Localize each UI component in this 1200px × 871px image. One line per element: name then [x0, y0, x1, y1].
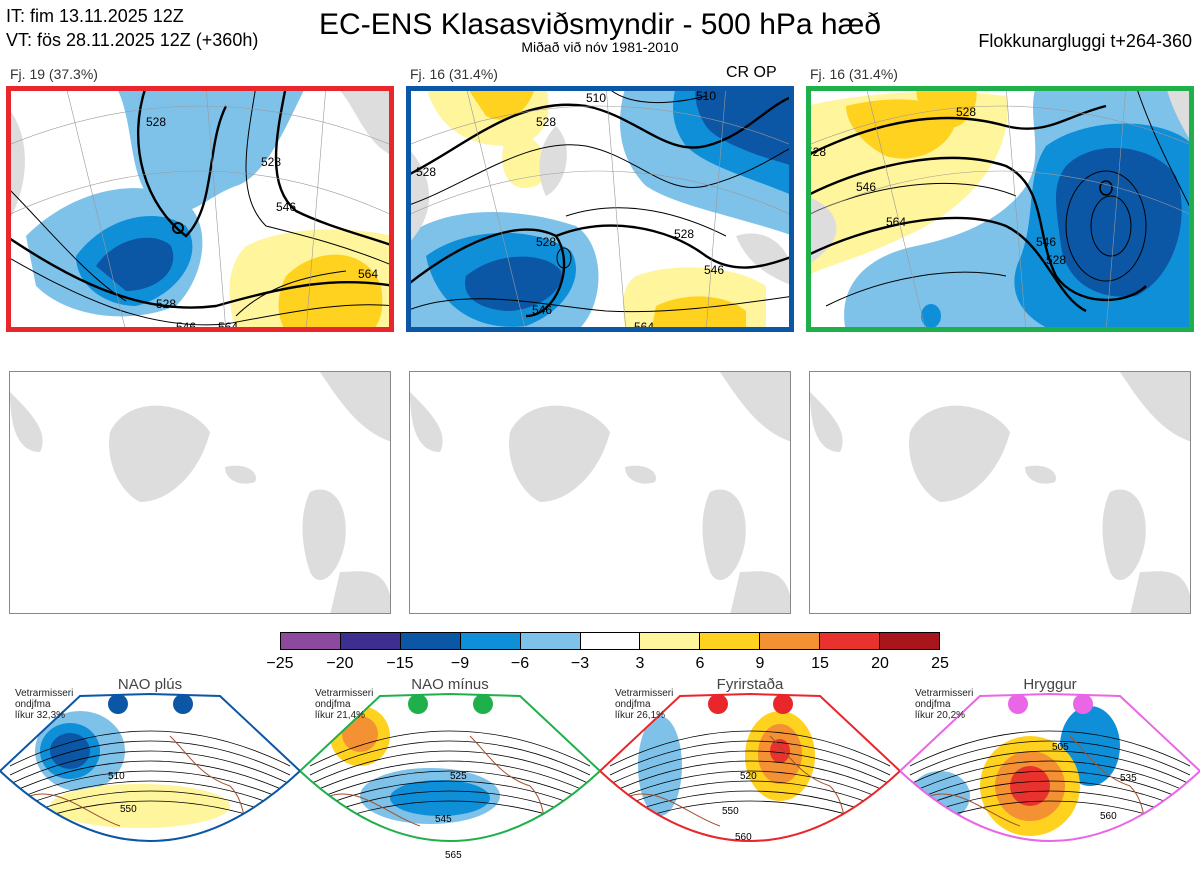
cluster-1-border — [6, 86, 394, 332]
regime-title: NAO mínus — [411, 676, 489, 693]
colorbar — [280, 632, 940, 650]
regime-note-line: Vetrarmisseri — [15, 688, 74, 699]
colorbar-tick-label: −3 — [570, 655, 590, 672]
cluster-1-contour-label: 528 — [261, 155, 281, 169]
regime-note-line: ondjfma — [315, 699, 351, 710]
regime-title: Hryggur — [1023, 676, 1077, 693]
cluster-3-contour-label: 546 — [1036, 235, 1056, 249]
colorbar-tick-label: −20 — [326, 655, 354, 672]
regime-note-line: ondjfma — [915, 699, 951, 710]
cluster-2-label: Fj. 16 (31.4%) — [410, 66, 498, 82]
cluster-2-contour-label: 528 — [536, 115, 556, 129]
regime-note-line: ondjfma — [615, 699, 651, 710]
regime-note-line: líkur 26,1% — [615, 710, 666, 721]
regime-contour-label: 545 — [435, 814, 452, 825]
empty-map-1 — [9, 371, 391, 614]
colorbar-segment — [580, 633, 641, 649]
cluster-3-contour-label: 528 — [806, 145, 826, 159]
cluster-1-label: Fj. 19 (37.3%) — [10, 66, 98, 82]
regime-title: Fyrirstaða — [716, 676, 784, 693]
regime-note-line: líkur 21,4% — [315, 710, 366, 721]
colorbar-segment — [460, 633, 521, 649]
cluster-3-border — [806, 86, 1194, 332]
cluster-3-contour-label: 528 — [1046, 253, 1066, 267]
colorbar-tick-label: −15 — [386, 655, 414, 672]
colorbar-tick-label: 20 — [871, 655, 889, 672]
regime-contour-label: 535 — [1120, 773, 1137, 784]
cluster-2-contour-label: 528 — [674, 227, 694, 241]
empty-map-3 — [809, 371, 1191, 614]
init-time: IT: fim 13.11.2025 12Z — [6, 6, 184, 26]
regime-note-line: Vetrarmisseri — [615, 688, 674, 699]
colorbar-segment — [880, 633, 939, 649]
colorbar-tick-label: 6 — [695, 655, 705, 672]
regime-contour-label: 560 — [735, 832, 752, 843]
colorbar-segment — [400, 633, 461, 649]
cluster-2-contour-label: 546 — [532, 303, 552, 317]
cluster-window: Flokkunargluggi t+264-360 — [978, 31, 1192, 51]
cluster-2-contour-label: 510 — [696, 89, 716, 103]
cluster-2-contour-label: 510 — [586, 91, 606, 105]
colorbar-segment — [700, 633, 761, 649]
colorbar-tick-label: −6 — [510, 655, 530, 672]
regime-contour-label: 525 — [450, 771, 467, 782]
regime-panel: NAO mínus Vetrarmisseri ondjfma líkur 21… — [300, 676, 600, 871]
regime-contour-label: 550 — [120, 804, 137, 815]
cluster-3-label: Fj. 16 (31.4%) — [810, 66, 898, 82]
regime-contour-label: 565 — [445, 850, 462, 861]
regime-note: Vetrarmisseri ondjfma líkur 26,1% — [615, 688, 673, 721]
regime-panel: Fyrirstaða Vetrarmisseri ondjfma líkur 2… — [600, 676, 900, 871]
colorbar-segment — [340, 633, 401, 649]
valid-time: VT: fös 28.11.2025 12Z (+360h) — [6, 30, 259, 50]
regime-panel: NAO plús Vetrarmisseri ondjfma líkur 32,… — [0, 676, 300, 871]
regime-contour-label: 510 — [108, 771, 125, 782]
regime-note-line: líkur 32,3% — [15, 710, 66, 721]
cluster-3-map: 528 528 546 546 564 528 — [806, 86, 1194, 332]
regime-note: Vetrarmisseri ondjfma líkur 20,2% — [915, 688, 973, 721]
colorbar-segment — [520, 633, 581, 649]
regime-note-line: líkur 20,2% — [915, 710, 966, 721]
page-title: EC-ENS Klasasviðsmyndir - 500 hPa hæð — [319, 8, 881, 41]
regime-note-line: ondjfma — [15, 699, 51, 710]
regime-panel: Hryggur Vetrarmisseri ondjfma líkur 20,2… — [900, 676, 1200, 871]
colorbar-tick-label: 3 — [635, 655, 645, 672]
colorbar-tick-label: −25 — [266, 655, 294, 672]
regime-note: Vetrarmisseri ondjfma líkur 32,3% — [15, 688, 73, 721]
colorbar-tick-label: 15 — [811, 655, 829, 672]
cluster-3-contour-label: 546 — [856, 180, 876, 194]
cluster-1-contour-label: 564 — [358, 267, 378, 281]
cluster-1-contour-label: 528 — [146, 115, 166, 129]
colorbar-tick-label: 25 — [931, 655, 949, 672]
regime-contour-label: 505 — [1052, 742, 1069, 753]
colorbar-tick-label: −9 — [450, 655, 470, 672]
regime-contour-label: 560 — [1100, 811, 1117, 822]
regime-note-line: Vetrarmisseri — [915, 688, 974, 699]
page-subtitle: Miðað við nóv 1981-2010 — [521, 39, 679, 55]
colorbar-segment — [760, 633, 821, 649]
colorbar-segment — [281, 633, 341, 649]
cluster-3-contour-label: 564 — [886, 215, 906, 229]
empty-map-2 — [409, 371, 791, 614]
regime-title: NAO plús — [117, 676, 183, 693]
regime-note-line: Vetrarmisseri — [315, 688, 374, 699]
cluster-2-contour-label: 528 — [416, 165, 436, 179]
cluster-2-border — [406, 86, 794, 332]
colorbar-segment — [820, 633, 881, 649]
cluster-2-tag: CR OP — [726, 64, 777, 81]
cluster-2-contour-label: 528 — [536, 235, 556, 249]
regime-note: Vetrarmisseri ondjfma líkur 21,4% — [315, 688, 373, 721]
cluster-2-contour-label: 546 — [704, 263, 724, 277]
regime-contour-label: 520 — [740, 771, 757, 782]
cluster-1-contour-label: 528 — [156, 297, 176, 311]
cluster-1-contour-label: 546 — [276, 200, 296, 214]
regime-contour-label: 550 — [722, 806, 739, 817]
colorbar-segment — [640, 633, 701, 649]
colorbar-tick-label: 9 — [755, 655, 765, 672]
cluster-3-contour-label: 528 — [956, 105, 976, 119]
cluster-2-map: 510 510 528 528 528 528 546 546 564 — [406, 86, 794, 332]
